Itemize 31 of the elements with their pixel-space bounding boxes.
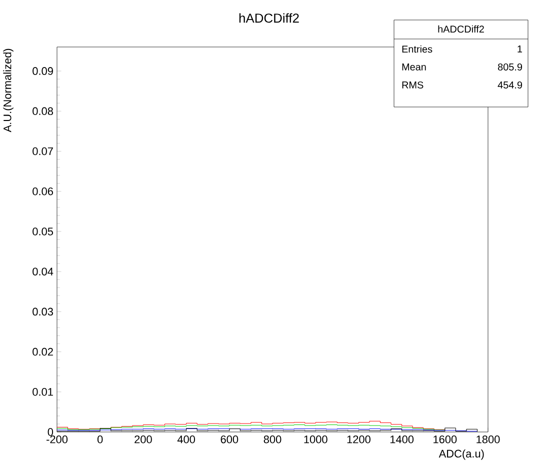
- y-tick-label: 0.06: [32, 187, 53, 196]
- x-tick-label: 400: [177, 436, 196, 444]
- y-tick-label: 0.05: [32, 228, 54, 236]
- x-tick-label: 800: [264, 436, 282, 444]
- text: 1: [518, 46, 522, 52]
- y-tick-label: 0.01: [32, 388, 53, 396]
- annotation: Mean: [402, 64, 426, 70]
- x-tick-label: 1200: [347, 436, 370, 444]
- y-tick-label: 0.02: [32, 348, 53, 356]
- annotation: Entries: [402, 45, 432, 53]
- x-axis-title: ADC(a.u): [438, 450, 484, 460]
- x-tick-label: 1000: [304, 436, 328, 444]
- y-tick-label: 0: [48, 428, 54, 436]
- text: 454.9: [498, 81, 522, 89]
- y-tick-label: 0.03: [32, 308, 53, 316]
- chart-title: hADCDiff2: [239, 13, 299, 23]
- y-tick-label: 0.07: [32, 147, 53, 156]
- x-tick-label: 200: [134, 436, 152, 444]
- x-tick-label: 1600: [434, 436, 457, 444]
- x-tick-label: 1400: [390, 436, 414, 444]
- annotation: RMS: [402, 81, 424, 89]
- y-tick-label: 0.04: [32, 268, 54, 276]
- text: 805.9: [498, 63, 522, 71]
- x-tick-label: 600: [220, 436, 238, 444]
- x-tick-label: 1800: [476, 436, 500, 444]
- y-axis-title: A.U.(Normalized): [3, 48, 14, 132]
- x-tick-label: 0: [97, 436, 103, 444]
- text: hADCDiff2: [438, 25, 484, 33]
- x-tick-label: -200: [46, 436, 68, 444]
- y-tick-label: 0.09: [32, 67, 53, 75]
- y-tick-label: 0.08: [32, 107, 53, 116]
